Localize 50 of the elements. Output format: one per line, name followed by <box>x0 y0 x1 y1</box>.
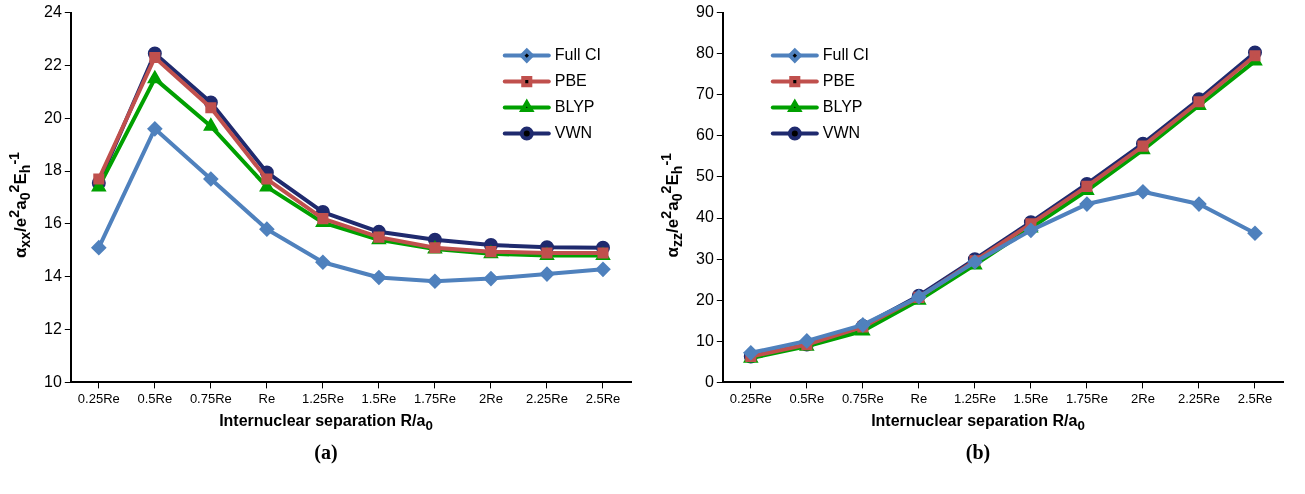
x-tick-label: 2Re <box>1131 390 1155 406</box>
legend-label: Full CI <box>554 46 602 64</box>
y-tick-label: 12 <box>44 319 62 337</box>
y-tick-label: 14 <box>44 267 62 285</box>
text: (b) <box>965 441 991 465</box>
x-tick-label: 1.75Re <box>413 390 456 406</box>
x-tick-label: 1.25Re <box>301 390 344 406</box>
y-tick-label: 20 <box>696 290 714 308</box>
x-tick-label: 0.25Re <box>77 390 120 406</box>
y-tick-label: 10 <box>44 372 62 390</box>
y-tick-label: 18 <box>44 161 62 179</box>
x-tick-label: 0.75Re <box>189 390 232 406</box>
y-tick-label: 10 <box>696 331 714 349</box>
y-tick-label: 40 <box>696 208 714 226</box>
x-tick-label: 2Re <box>479 390 503 406</box>
y-tick-label: 0 <box>704 372 714 390</box>
x-tick-label: Re <box>910 390 928 406</box>
legend-label: PBE <box>822 72 855 90</box>
y-tick-label: 70 <box>696 85 714 103</box>
y-tick-label: 80 <box>696 44 714 62</box>
legend-label: BLYP <box>554 98 595 116</box>
y-tick-label: 20 <box>44 108 62 126</box>
x-tick-label: 0.5Re <box>137 390 173 406</box>
legend-label: VWN <box>554 124 593 142</box>
legend-label: Full CI <box>822 46 870 64</box>
x-tick-label: 2.25Re <box>526 390 568 406</box>
y-tick-label: 50 <box>696 167 714 185</box>
x-tick-label: Re <box>258 390 276 406</box>
x-tick-label: 1.5Re <box>361 390 397 406</box>
legend-label: BLYP <box>822 98 863 116</box>
x-tick-label: 0.25Re <box>729 390 772 406</box>
y-tick-label: 60 <box>696 126 714 144</box>
y-tick-label: 22 <box>44 55 62 73</box>
x-tick-label: 2.5Re <box>1237 390 1273 406</box>
x-tick-label: 1.5Re <box>1013 390 1049 406</box>
y-tick-label: 16 <box>44 214 62 232</box>
y-tick-label: 90 <box>696 3 714 21</box>
text: (a) <box>314 441 338 465</box>
x-tick-label: 2.5Re <box>585 390 621 406</box>
legend-label: PBE <box>554 72 587 90</box>
x-tick-label: 1.75Re <box>1065 390 1108 406</box>
x-tick-label: 0.5Re <box>789 390 825 406</box>
x-tick-label: 2.25Re <box>1178 390 1220 406</box>
x-axis-title: Internuclear separation R/a$_{0}$ <box>219 412 433 434</box>
legend-label: VWN <box>822 124 861 142</box>
x-axis-title: Internuclear separation R/a$_{0}$ <box>871 412 1085 434</box>
y-tick-label: 24 <box>44 3 62 21</box>
y-tick-label: 30 <box>696 249 714 267</box>
x-tick-label: 0.75Re <box>841 390 884 406</box>
x-tick-label: 1.25Re <box>953 390 996 406</box>
